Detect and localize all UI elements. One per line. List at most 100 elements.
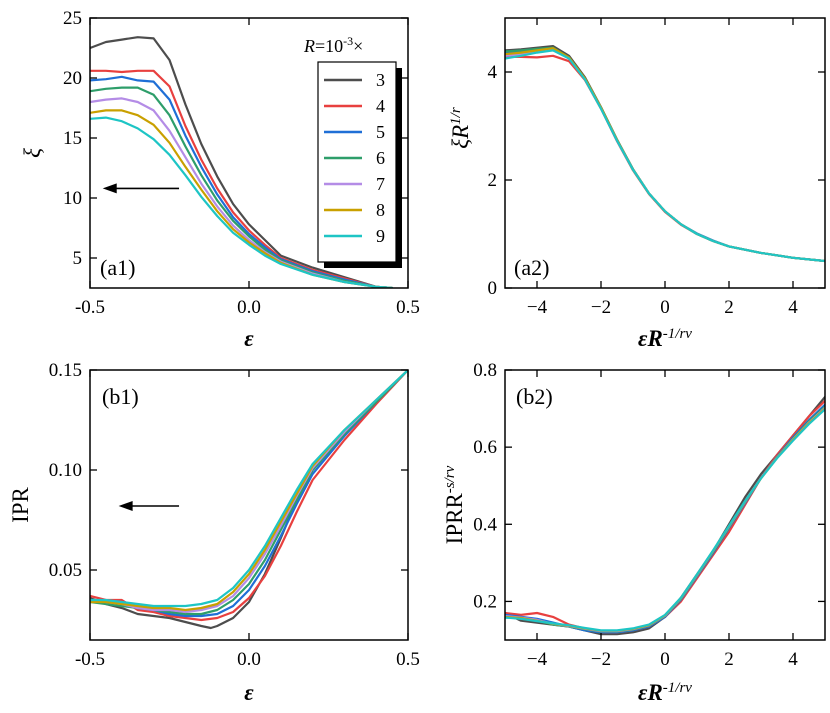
legend-entries: 3 4 5 6 7 8 9 (324, 70, 385, 246)
legend-label-R8: 8 (376, 200, 385, 220)
b2-y-axis-label: IPRR-s/rν (442, 465, 467, 544)
b1-series-line-R9 (90, 370, 408, 608)
b1-series-group (90, 370, 408, 630)
a1-y-tick-label: 20 (63, 68, 82, 89)
a1-series-line-R4 (90, 69, 394, 288)
legend-label-R4: 4 (376, 96, 385, 116)
a1-y-tick-label: 10 (63, 188, 82, 209)
a1-series-line-R6 (90, 86, 394, 288)
a2-x-tick-label: −4 (527, 297, 548, 318)
b1-plot-frame (89, 369, 409, 641)
legend-title-italic: R (303, 36, 315, 56)
panel-a2: −4 −2 0 2 4 0 2 4 (a2) εR-1/rν ξR1/r (448, 17, 826, 351)
a2-series-line-R8 (505, 47, 825, 263)
legend-label-R5: 5 (376, 122, 385, 142)
b1-x-tick-label: 0.0 (237, 649, 261, 670)
b2-y-tick-label: 0.4 (473, 514, 497, 535)
legend-title: R=10-3× (303, 34, 363, 56)
legend-label-R7: 7 (376, 174, 385, 194)
b2-series-line-R4 (505, 399, 825, 634)
a2-x-axis-label-main: εR (638, 326, 663, 351)
legend-title-sup: -3 (343, 34, 353, 48)
a2-y-axis-label: ξR1/r (448, 107, 473, 149)
a2-series-line-R5 (505, 48, 825, 263)
a1-x-tick-label: 0.0 (237, 297, 261, 318)
panel-b1: -0.5 0.0 0.5 0.05 0.10 0.15 (b1) ε IPR (8, 360, 420, 705)
legend-label-R6: 6 (376, 148, 385, 168)
b2-ticks: −4 −2 0 2 4 0.2 0.4 0.6 0.8 (473, 360, 825, 670)
a1-y-axis-label: ξ (20, 148, 45, 158)
b1-x-axis-label: ε (244, 680, 254, 705)
b2-series-line-R8 (505, 407, 825, 632)
legend-title-rest: =10 (315, 36, 343, 56)
b2-x-tick-label: 0 (660, 649, 670, 670)
a1-series-line-R9 (90, 116, 394, 288)
a2-y-tick-label: 2 (488, 170, 498, 191)
b1-y-tick-label: 0.05 (49, 560, 82, 581)
b2-x-axis-label: εR-1/rν (638, 680, 692, 705)
a1-y-tick-label: 15 (63, 128, 82, 149)
a2-x-tick-label: −2 (591, 297, 611, 318)
a2-y-tick-label: 4 (488, 62, 498, 83)
b2-x-tick-label: −2 (591, 649, 611, 670)
legend-box (317, 61, 397, 263)
a1-panel-label: (a1) (100, 255, 135, 280)
legend-label-R9: 9 (376, 226, 385, 246)
a2-x-tick-label: 0 (660, 297, 670, 318)
panel-a1: -0.5 0.0 0.5 5 10 15 20 25 (a1) ε ξ R=10-3× 3 4 5… (20, 8, 420, 351)
b1-x-tick-label: 0.5 (396, 649, 420, 670)
b2-y-axis-label-sup: -s/rν (442, 465, 458, 493)
b2-y-tick-label: 0.2 (473, 591, 497, 612)
a1-y-tick-label: 25 (63, 8, 82, 29)
a2-ticks: −4 −2 0 2 4 0 2 4 (488, 18, 825, 318)
b2-x-tick-label: 2 (724, 649, 734, 670)
b1-y-tick-label: 0.15 (49, 360, 82, 381)
a2-series-group (505, 44, 825, 263)
a1-x-tick-label: -0.5 (75, 297, 105, 318)
b1-x-tick-label: -0.5 (75, 649, 105, 670)
a2-plot-frame (504, 17, 826, 289)
b1-panel-label: (b1) (102, 384, 139, 409)
a1-series-line-R5 (90, 75, 394, 288)
a2-x-tick-label: 4 (788, 297, 798, 318)
a2-panel-label: (a2) (514, 255, 549, 280)
b2-y-axis-label-main: IPRR (442, 493, 467, 545)
a2-y-axis-label-sup: 1/r (448, 107, 464, 125)
a2-series-line-R7 (505, 48, 825, 263)
b1-y-tick-label: 0.10 (49, 460, 82, 481)
a2-x-tick-label: 2 (724, 297, 734, 318)
b1-series-line-R8 (90, 370, 408, 612)
a1-series-line-R3 (90, 36, 394, 288)
b2-plot-frame (504, 369, 826, 641)
b1-y-axis-label: IPR (8, 486, 33, 522)
b1-arrow (118, 501, 180, 511)
a2-x-axis-label: εR-1/rν (638, 326, 692, 351)
legend-label-R3: 3 (376, 70, 385, 90)
a1-arrow-head (102, 183, 117, 194)
b2-series-line-R9 (505, 408, 825, 632)
a1-x-tick-label: 0.5 (396, 297, 420, 318)
panel-b2: −4 −2 0 2 4 0.2 0.4 0.6 0.8 (b2) εR-1/rν IPRR-s/… (442, 360, 826, 705)
b1-arrow-head (118, 501, 133, 511)
a2-x-axis-label-sup: -1/rν (663, 326, 693, 342)
a2-series-line-R6 (505, 46, 825, 263)
b1-series-line-R7 (90, 370, 408, 614)
b2-y-tick-label: 0.6 (473, 437, 497, 458)
a1-x-axis-label: ε (244, 326, 254, 351)
a2-series-line-R3 (505, 44, 825, 263)
legend: R=10-3× 3 4 5 6 7 8 9 (303, 34, 402, 268)
b1-ticks: -0.5 0.0 0.5 0.05 0.10 0.15 (49, 360, 420, 670)
b2-x-axis-label-sup: -1/rν (663, 680, 693, 696)
b2-x-tick-label: −4 (527, 649, 548, 670)
a1-y-tick-label: 5 (73, 248, 83, 269)
b2-series-line-R5 (505, 403, 825, 634)
b2-y-tick-label: 0.8 (473, 360, 497, 381)
b2-series-line-R6 (505, 405, 825, 633)
b2-x-axis-label-main: εR (638, 680, 663, 705)
a2-series-line-R4 (505, 54, 825, 263)
a2-y-axis-label-main: ξR (448, 125, 473, 149)
a1-series-group (90, 36, 394, 288)
a1-ticks: -0.5 0.0 0.5 5 10 15 20 25 (63, 8, 420, 318)
b2-x-tick-label: 4 (788, 649, 798, 670)
b2-series-line-R3 (505, 395, 825, 636)
